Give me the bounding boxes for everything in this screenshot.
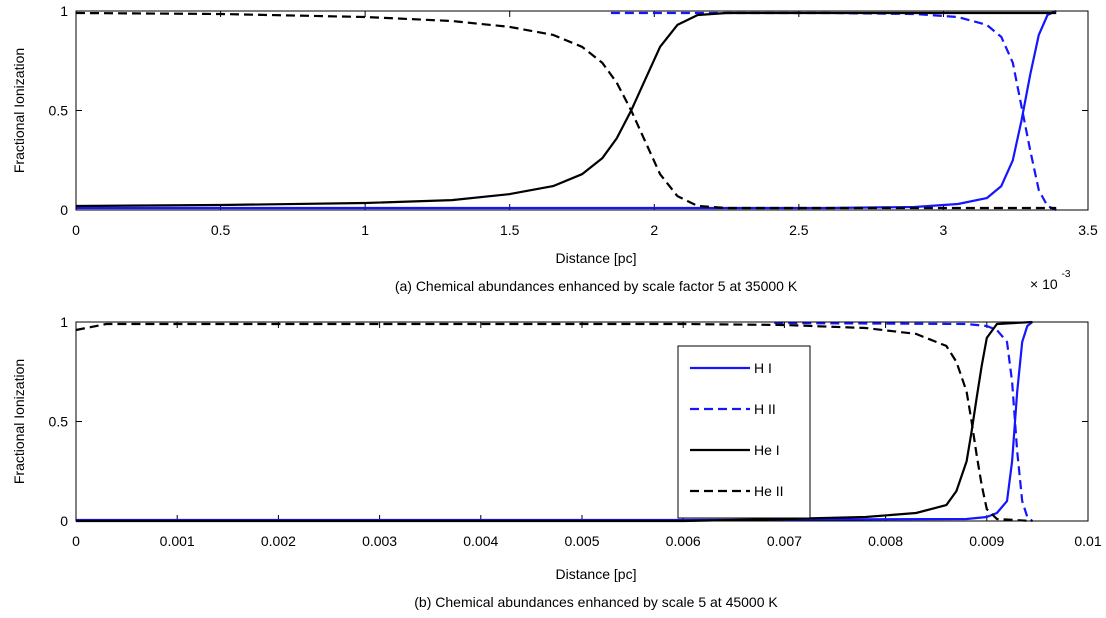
- x-tick-label-b: 0.009: [969, 533, 1004, 549]
- series-line-hii-a: [610, 11, 1057, 211]
- y-tick-labels-b: 00.51: [49, 314, 69, 529]
- series-line-heii-b: [75, 322, 1033, 523]
- x-tick-labels-b: 0 0.001 0.002 0.003 0.004 0.005 0.006 0.007 0.00…: [72, 533, 1102, 549]
- plot-area-a: [76, 11, 1088, 210]
- x-tick-label-b: 0.004: [463, 533, 498, 549]
- x-axis-multiplier: × 10 -3: [1030, 269, 1071, 292]
- series-line-heii-a: [75, 11, 1057, 210]
- series-line-hi-a: [76, 10, 1057, 210]
- series-line-hei-a: [75, 11, 1057, 208]
- caption-b: (b) Chemical abundances enhanced by scal…: [414, 594, 778, 610]
- x-tick-label-b: 0.003: [362, 533, 397, 549]
- x-tick-label-b: 0.01: [1074, 533, 1101, 549]
- legend-item-heii: He II: [690, 483, 784, 499]
- y-tick-label-a: 0.5: [49, 103, 69, 119]
- x-tick-label-b: 0.001: [160, 533, 195, 549]
- chart-panel-a: 0 0.5 1 1.5 2 2.5 3 3.5 00.51 Distance [pc] Fra…: [11, 3, 1098, 294]
- x-axis-multiplier-base: × 10: [1030, 276, 1058, 292]
- series-line-hii-b: [774, 321, 1033, 522]
- x-tick-label-a: 2.5: [789, 222, 809, 238]
- y-tick-labels-a: 00.51: [49, 3, 69, 218]
- legend-label-hii: H II: [754, 401, 776, 417]
- y-tick-label-a: 0: [60, 202, 68, 218]
- y-tick-label-b: 0.5: [49, 414, 69, 430]
- x-tick-label-b: 0.002: [261, 533, 296, 549]
- x-axis-label-b: Distance [pc]: [556, 566, 637, 582]
- chart-panel-b: 0 0.001 0.002 0.003 0.004 0.005 0.006 0.007 0.00…: [11, 314, 1102, 610]
- legend-item-hi: H I: [690, 360, 772, 376]
- x-tick-label-b: 0.007: [767, 533, 802, 549]
- legend-item-hei: He I: [690, 442, 780, 458]
- y-tick-label-a: 1: [60, 3, 68, 19]
- plot-area-b: [76, 322, 1088, 521]
- x-tick-label-a: 1: [361, 222, 369, 238]
- axes-frame-b: [75, 321, 1089, 522]
- legend: H I H II He I He II: [677, 345, 811, 519]
- y-axis-label-b: Fractional Ionization: [11, 359, 27, 484]
- series-group-a: [75, 10, 1057, 211]
- series-line-hi-b: [76, 321, 1033, 522]
- legend-item-hii: H II: [690, 401, 776, 417]
- x-axis-multiplier-exponent: -3: [1062, 269, 1071, 280]
- legend-label-heii: He II: [754, 483, 784, 499]
- x-tick-labels-a: 0 0.5 1 1.5 2 2.5 3 3.5: [72, 222, 1098, 238]
- legend-box: [677, 345, 811, 519]
- y-tick-label-b: 1: [60, 314, 68, 330]
- legend-label-hei: He I: [754, 442, 780, 458]
- x-tick-label-a: 0: [72, 222, 80, 238]
- x-tick-label-b: 0.005: [564, 533, 599, 549]
- y-tick-label-b: 0: [60, 513, 68, 529]
- y-axis-label-a: Fractional Ionization: [11, 48, 27, 173]
- legend-label-hi: H I: [754, 360, 772, 376]
- axes-frame-a: [75, 10, 1089, 211]
- x-tick-label-a: 3: [940, 222, 948, 238]
- x-tick-label-b: 0.006: [666, 533, 701, 549]
- x-tick-label-b: 0: [72, 533, 80, 549]
- series-group-b: [75, 320, 1033, 523]
- caption-a: (a) Chemical abundances enhanced by scal…: [395, 278, 798, 294]
- x-tick-label-a: 0.5: [211, 222, 231, 238]
- x-tick-label-a: 3.5: [1078, 222, 1098, 238]
- x-tick-label-b: 0.008: [868, 533, 903, 549]
- x-axis-label-a: Distance [pc]: [556, 250, 637, 266]
- x-tick-label-a: 2: [650, 222, 658, 238]
- x-tick-label-a: 1.5: [500, 222, 520, 238]
- series-line-hei-b: [76, 320, 1033, 523]
